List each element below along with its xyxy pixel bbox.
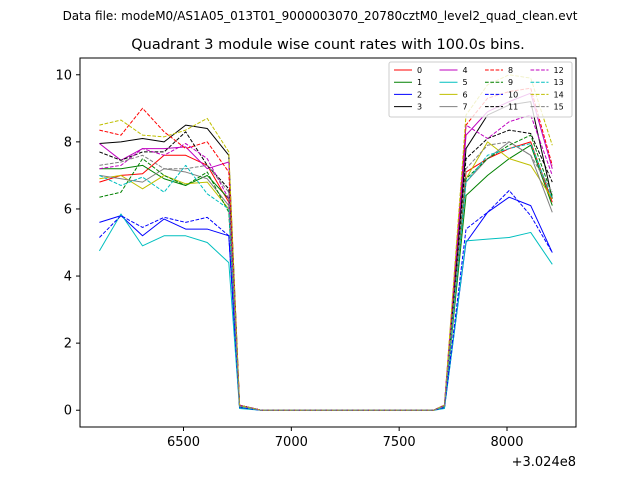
- legend-label-11: 11: [508, 103, 518, 112]
- legend-label-2: 2: [417, 90, 422, 99]
- legend-label-14: 14: [554, 90, 564, 99]
- x-tick-label: 8000: [490, 435, 523, 450]
- legend-label-3: 3: [417, 103, 422, 112]
- legend-label-8: 8: [508, 66, 513, 75]
- legend-label-4: 4: [463, 66, 468, 75]
- legend-label-5: 5: [463, 78, 468, 87]
- x-axis: 6500 7000 7500 8000: [167, 427, 524, 450]
- y-tick-label: 4: [64, 270, 72, 285]
- plot-frame: [79, 57, 577, 428]
- series-line-15: [99, 141, 553, 411]
- series-line-13: [99, 143, 553, 411]
- y-tick-label: 10: [55, 68, 72, 83]
- suptitle: Data file: modeM0/AS1A05_013T01_90000030…: [63, 9, 578, 23]
- legend-label-9: 9: [508, 78, 513, 87]
- x-offset-label: +3.024e8: [512, 455, 576, 470]
- x-tick-label: 6500: [167, 435, 200, 450]
- y-tick-label: 6: [64, 202, 72, 217]
- y-tick-label: 8: [64, 135, 72, 150]
- legend-label-6: 6: [463, 90, 468, 99]
- legend-label-7: 7: [463, 103, 468, 112]
- legend-label-0: 0: [417, 66, 422, 75]
- y-tick-label: 0: [64, 404, 72, 419]
- legend-label-12: 12: [554, 66, 564, 75]
- y-tick-label: 2: [64, 337, 72, 352]
- legend-label-1: 1: [417, 78, 422, 87]
- chart-title: Quadrant 3 module wise count rates with …: [131, 37, 525, 53]
- series-line-9: [99, 134, 553, 411]
- legend-label-15: 15: [554, 103, 564, 112]
- x-tick-label: 7000: [275, 435, 308, 450]
- legend-label-13: 13: [554, 78, 564, 87]
- legend-label-10: 10: [508, 90, 518, 99]
- plot-area: [80, 58, 576, 427]
- y-axis: 0 2 4 6 8 10: [55, 68, 80, 419]
- legend-box: [388, 61, 573, 118]
- series-layer: [98, 74, 553, 411]
- x-tick-label: 7500: [383, 435, 416, 450]
